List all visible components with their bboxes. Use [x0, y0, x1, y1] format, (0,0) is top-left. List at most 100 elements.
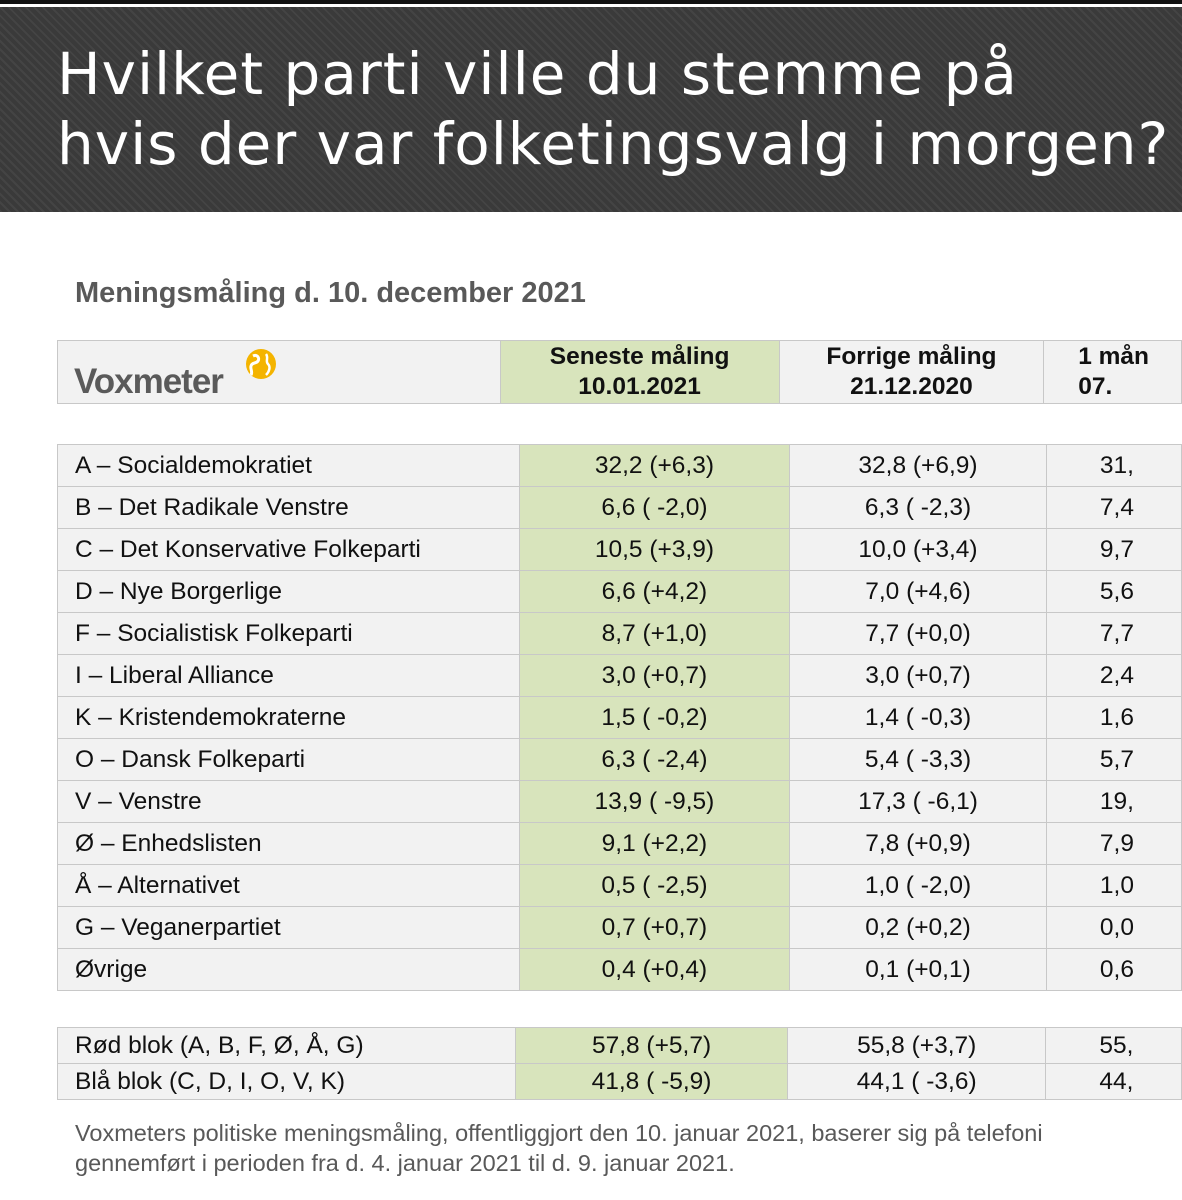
party-row: A – Socialdemokratiet 32,2 (+6,3) 32,8 (+6… [57, 444, 1182, 487]
title-line-2: hvis der var folketingsvalg i morgen? [57, 110, 1170, 178]
current-value-cell: 0,5 ( -2,5) [518, 864, 791, 907]
month-value-cell: 1,6 [1045, 696, 1182, 739]
header-current-line2: 10.01.2021 [578, 373, 701, 400]
page-title: Hvilket parti ville du stemme på hvis de… [57, 39, 1169, 179]
month-value-cell: 0,0 [1045, 906, 1182, 949]
title-banner: Hvilket parti ville du stemme på hvis de… [0, 0, 1182, 212]
current-value-cell: 0,7 (+0,7) [518, 906, 791, 949]
header-month: 1 mån 07. [1043, 340, 1182, 404]
month-value-cell: 31, [1045, 444, 1182, 487]
previous-value-cell: 10,0 (+3,4) [789, 528, 1047, 571]
footnote: Voxmeters politiske meningsmåling, offen… [75, 1118, 1043, 1178]
header-current-line1: Seneste måling [549, 343, 730, 370]
party-name-cell: O – Dansk Folkeparti [57, 738, 520, 781]
month-value-cell: 1,0 [1045, 864, 1182, 907]
month-value-cell: 7,9 [1045, 822, 1182, 865]
party-row: I – Liberal Alliance 3,0 (+0,7) 3,0 (+0,7)… [57, 654, 1182, 697]
previous-value-cell: 0,2 (+0,2) [789, 906, 1047, 949]
month-value-cell: 5,7 [1045, 738, 1182, 781]
current-value-cell: 6,6 ( -2,0) [518, 486, 791, 529]
current-value-cell: 32,2 (+6,3) [518, 444, 791, 487]
month-value-cell: 9,7 [1045, 528, 1182, 571]
previous-value-cell: 1,0 ( -2,0) [789, 864, 1047, 907]
party-name-cell: F – Socialistisk Folkeparti [57, 612, 520, 655]
logo-cell [57, 340, 501, 404]
month-value-cell: 5,6 [1045, 570, 1182, 613]
party-name-cell: V – Venstre [57, 780, 520, 823]
party-row: V – Venstre 13,9 ( -9,5) 17,3 ( -6,1) 19, [57, 780, 1182, 823]
footnote-line2: gennemført i perioden fra d. 4. januar 2… [75, 1150, 735, 1176]
current-value-cell: 6,6 (+4,2) [518, 570, 791, 613]
previous-value-cell: 7,8 (+0,9) [789, 822, 1047, 865]
party-row: C – Det Konservative Folkeparti 10,5 (+3,… [57, 528, 1182, 571]
previous-value-cell: 0,1 (+0,1) [789, 948, 1047, 991]
previous-value-cell: 3,0 (+0,7) [789, 654, 1047, 697]
party-name-cell: K – Kristendemokraterne [57, 696, 520, 739]
party-name-cell: Ø – Enhedslisten [57, 822, 520, 865]
logo-text: Voxmeter [74, 362, 224, 401]
globe-icon [246, 349, 276, 379]
previous-value-cell: 17,3 ( -6,1) [789, 780, 1047, 823]
party-name-cell: D – Nye Borgerlige [57, 570, 520, 613]
previous-value-cell: 7,0 (+4,6) [789, 570, 1047, 613]
footnote-line1: Voxmeters politiske meningsmåling, offen… [75, 1120, 1043, 1146]
current-value-cell: 3,0 (+0,7) [518, 654, 791, 697]
party-row: D – Nye Borgerlige 6,6 (+4,2) 7,0 (+4,6) 5,… [57, 570, 1182, 613]
banner-top-line [0, 4, 1182, 7]
current-value-cell: 13,9 ( -9,5) [518, 780, 791, 823]
previous-value-cell: 55,8 (+3,7) [787, 1027, 1047, 1064]
previous-value-cell: 32,8 (+6,9) [789, 444, 1047, 487]
header-previous-line2: 21.12.2020 [850, 373, 973, 400]
bloc-row: Blå blok (C, D, I, O, V, K) 41,8 ( -5,9) 4… [56, 1063, 1182, 1100]
party-name-cell: Øvrige [57, 948, 520, 991]
party-name-cell: Blå blok (C, D, I, O, V, K) [56, 1063, 517, 1100]
party-row: O – Dansk Folkeparti 6,3 ( -2,4) 5,4 ( -3,… [57, 738, 1182, 781]
previous-value-cell: 1,4 ( -0,3) [789, 696, 1047, 739]
party-row: K – Kristendemokraterne 1,5 ( -0,2) 1,4 ( … [57, 696, 1182, 739]
party-name-cell: C – Det Konservative Folkeparti [57, 528, 520, 571]
previous-value-cell: 6,3 ( -2,3) [789, 486, 1047, 529]
column-header-table: Seneste måling 10.01.2021 Forrige måling… [57, 340, 1182, 404]
header-row: Seneste måling 10.01.2021 Forrige måling… [57, 340, 1182, 404]
header-month-line2: 07. [1078, 373, 1113, 400]
current-value-cell: 57,8 (+5,7) [515, 1027, 789, 1064]
current-value-cell: 41,8 ( -5,9) [515, 1063, 789, 1100]
previous-value-cell: 7,7 (+0,0) [789, 612, 1047, 655]
month-value-cell: 7,7 [1045, 612, 1182, 655]
party-name-cell: G – Veganerpartiet [57, 906, 520, 949]
month-value-cell: 0,6 [1045, 948, 1182, 991]
month-value-cell: 55, [1045, 1027, 1182, 1064]
party-name-cell: B – Det Radikale Venstre [57, 486, 520, 529]
party-name-cell: I – Liberal Alliance [57, 654, 520, 697]
month-value-cell: 7,4 [1045, 486, 1182, 529]
previous-value-cell: 44,1 ( -3,6) [787, 1063, 1047, 1100]
bloc-row: Rød blok (A, B, F, Ø, Å, G) 57,8 (+5,7) 55… [56, 1027, 1182, 1064]
month-value-cell: 44, [1045, 1063, 1182, 1100]
current-value-cell: 8,7 (+1,0) [518, 612, 791, 655]
current-value-cell: 0,4 (+0,4) [518, 948, 791, 991]
header-current: Seneste måling 10.01.2021 [499, 340, 780, 404]
header-previous-line1: Forrige måling [826, 343, 997, 370]
header-previous: Forrige måling 21.12.2020 [778, 340, 1045, 404]
title-line-1: Hvilket parti ville du stemme på [57, 40, 1018, 108]
party-row: Å – Alternativet 0,5 ( -2,5) 1,0 ( -2,0) 1,… [57, 864, 1182, 907]
party-name-cell: A – Socialdemokratiet [57, 444, 520, 487]
party-row: Øvrige 0,4 (+0,4) 0,1 (+0,1) 0,6 [57, 948, 1182, 991]
current-value-cell: 10,5 (+3,9) [518, 528, 791, 571]
party-results-table: A – Socialdemokratiet 32,2 (+6,3) 32,8 (+6… [57, 444, 1182, 991]
party-name-cell: Rød blok (A, B, F, Ø, Å, G) [56, 1027, 517, 1064]
poll-subtitle: Meningsmåling d. 10. december 2021 [75, 277, 586, 309]
header-month-line1: 1 mån [1078, 343, 1150, 370]
current-value-cell: 1,5 ( -0,2) [518, 696, 791, 739]
current-value-cell: 6,3 ( -2,4) [518, 738, 791, 781]
party-row: G – Veganerpartiet 0,7 (+0,7) 0,2 (+0,2) 0,… [57, 906, 1182, 949]
party-row: F – Socialistisk Folkeparti 8,7 (+1,0) 7,7… [57, 612, 1182, 655]
current-value-cell: 9,1 (+2,2) [518, 822, 791, 865]
month-value-cell: 19, [1045, 780, 1182, 823]
voxmeter-logo: Voxmeter [74, 346, 294, 401]
bloc-results-table: Rød blok (A, B, F, Ø, Å, G) 57,8 (+5,7) 55… [56, 1027, 1182, 1100]
party-name-cell: Å – Alternativet [57, 864, 520, 907]
month-value-cell: 2,4 [1045, 654, 1182, 697]
party-row: Ø – Enhedslisten 9,1 (+2,2) 7,8 (+0,9) 7,9 [57, 822, 1182, 865]
previous-value-cell: 5,4 ( -3,3) [789, 738, 1047, 781]
